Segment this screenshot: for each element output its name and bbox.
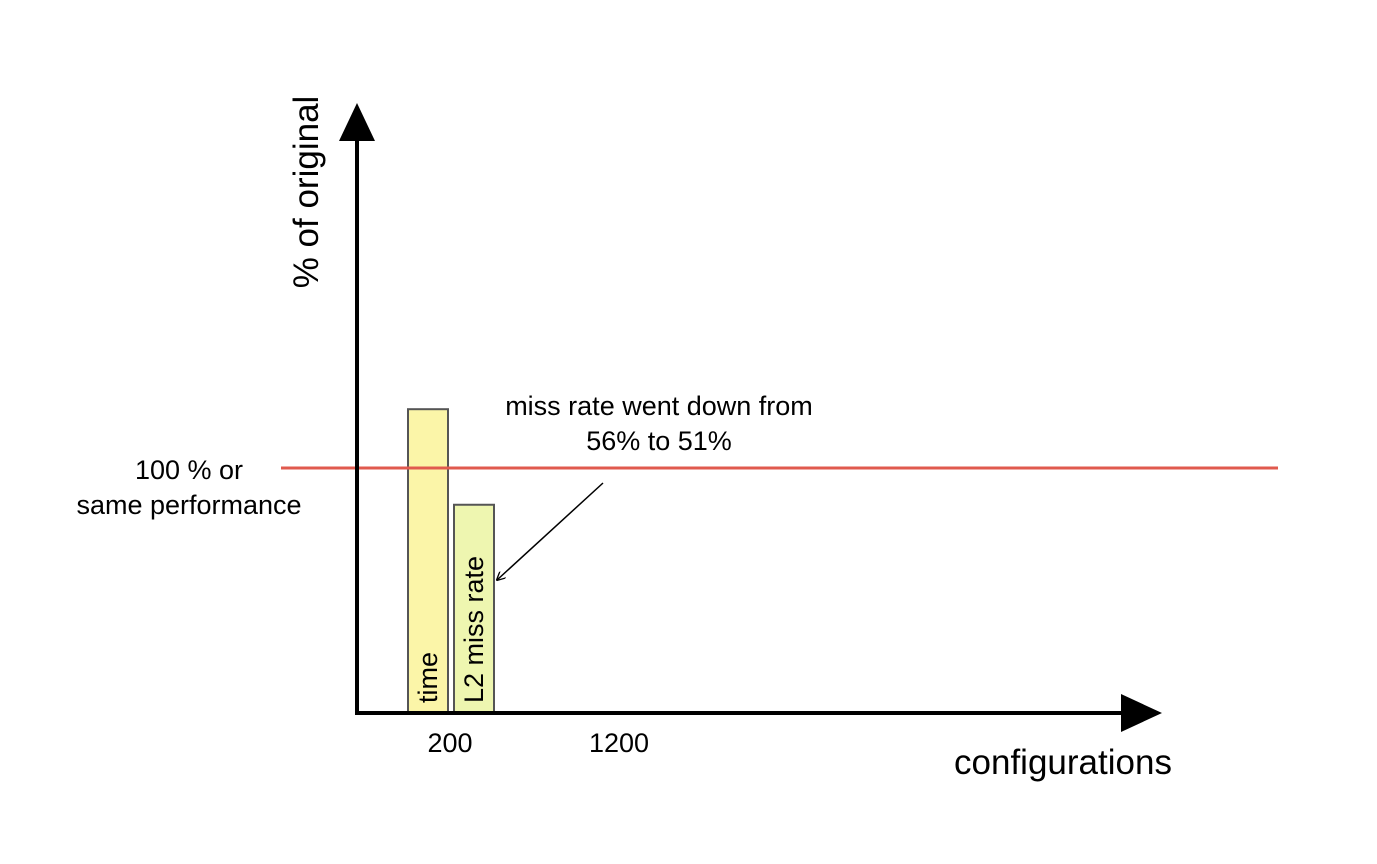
bar-l2-miss-rate xyxy=(453,503,495,714)
bar-labels-layer: time L2 miss rate xyxy=(413,556,489,703)
x-tick-label-1200: 1200 xyxy=(589,728,649,758)
x-axis-arrowhead xyxy=(1121,694,1162,732)
bar-label-time: time xyxy=(413,652,443,703)
reference-label-line2: same performance xyxy=(76,490,301,520)
bar-label-l2-miss-rate: L2 miss rate xyxy=(459,556,489,703)
annotation-line2: 56% to 51% xyxy=(586,426,732,456)
y-axis-arrowhead xyxy=(339,103,375,141)
reference-label-line1: 100 % or xyxy=(135,455,243,485)
annotation-arrow xyxy=(497,482,604,580)
x-tick-label-200: 200 xyxy=(427,728,472,758)
bar-time xyxy=(407,408,449,714)
bars-layer xyxy=(407,408,495,714)
annotation-line1: miss rate went down from xyxy=(505,391,813,421)
tick-layer: 200 1200 xyxy=(427,728,649,758)
y-axis-label: % of original xyxy=(287,96,326,289)
x-axis-label: configurations xyxy=(954,743,1172,782)
